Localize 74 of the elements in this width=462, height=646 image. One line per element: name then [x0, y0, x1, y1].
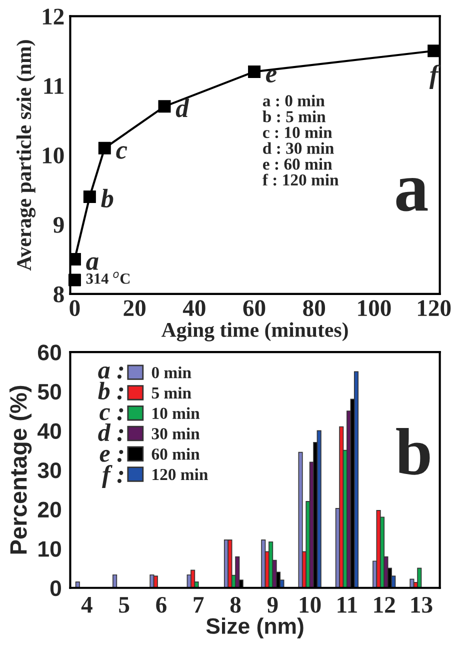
bar: [417, 568, 422, 588]
legend-label: 10 min: [152, 407, 200, 419]
y-tick-label: 10: [42, 148, 64, 164]
y-tick-label: 9: [54, 217, 64, 233]
legend-label: 0 min: [152, 366, 192, 378]
point: [158, 100, 171, 113]
point: [83, 190, 96, 203]
annotation: b: [396, 428, 430, 475]
annotation: c :: [100, 408, 124, 420]
legend-label: 5 min: [152, 386, 192, 399]
x-tick-label: 10: [300, 596, 321, 613]
point: [68, 274, 81, 286]
annotation: d :: [98, 423, 124, 442]
x-axis-title: Size (nm): [206, 618, 304, 638]
y-tick-label: 60: [38, 344, 61, 360]
annotation: d : 30 min: [263, 142, 334, 154]
y-tick-label: 30: [38, 462, 61, 478]
y-tick-label: 20: [38, 502, 61, 518]
y-tick-label: 10: [38, 541, 61, 557]
annotation: a: [86, 257, 98, 270]
bar: [298, 452, 303, 588]
y-tick-label: 11: [44, 78, 64, 94]
y-tick-label: 40: [38, 423, 61, 439]
y-axis-title: Average particle szie (nm): [16, 40, 36, 271]
annotation: b: [101, 188, 114, 208]
y-tick-label: 50: [38, 384, 61, 400]
bar: [112, 574, 118, 588]
x-tick-label: 40: [182, 300, 206, 316]
x-tick-label: 13: [411, 596, 432, 613]
bar: [228, 539, 232, 588]
bar: [235, 556, 240, 588]
annotation: e :: [100, 450, 124, 462]
legend-label: 120 min: [152, 468, 208, 480]
x-tick-label: 120: [418, 300, 451, 316]
annotation: b :: [98, 382, 124, 400]
x-axis-title: Aging time (minutes): [161, 322, 348, 342]
point: [428, 44, 440, 58]
x-tick-label: 4: [81, 597, 92, 613]
x-tick-label: 7: [194, 597, 204, 613]
x-tick-label: 5: [119, 597, 130, 613]
annotation: e : 60 min: [262, 158, 332, 170]
x-tick-label: 6: [156, 596, 166, 613]
bar: [153, 576, 158, 588]
annotation: a : 0 min: [262, 94, 325, 107]
x-tick-label: 12: [374, 596, 395, 613]
legend-label: 60 min: [152, 448, 200, 460]
y-tick-label: 12: [42, 8, 64, 24]
annotation: d: [176, 98, 190, 118]
annotation: f :: [102, 465, 124, 488]
legend-label: 30 min: [152, 428, 200, 440]
annotation: b : 5 min: [262, 110, 326, 122]
bar: [268, 541, 274, 588]
bar: [354, 371, 359, 588]
bar: [316, 430, 322, 588]
y-axis-title: Percentage (%): [10, 386, 32, 554]
annotation: e: [266, 70, 277, 82]
point: [98, 142, 111, 154]
x-tick-label: 20: [124, 300, 146, 316]
x-tick-label: 60: [243, 300, 266, 316]
x-tick-label: 8: [230, 596, 241, 613]
x-tick-label: 0: [70, 300, 80, 316]
annotation: f : 120 min: [262, 174, 339, 186]
annotation: c : 10 min: [262, 126, 332, 138]
annotation: a :: [98, 366, 124, 379]
annotation: c: [116, 146, 128, 159]
y-tick-label: 8: [54, 286, 64, 302]
x-tick-label: 9: [267, 596, 278, 613]
y-tick-label: 0: [50, 580, 61, 596]
annotation: a: [396, 178, 428, 212]
point: [248, 65, 261, 78]
annotation: 314 $^{o}$C: [86, 272, 130, 284]
x-tick-label: 100: [358, 300, 391, 316]
x-tick-label: 80: [303, 300, 326, 316]
x-tick-label: 11: [338, 596, 357, 613]
